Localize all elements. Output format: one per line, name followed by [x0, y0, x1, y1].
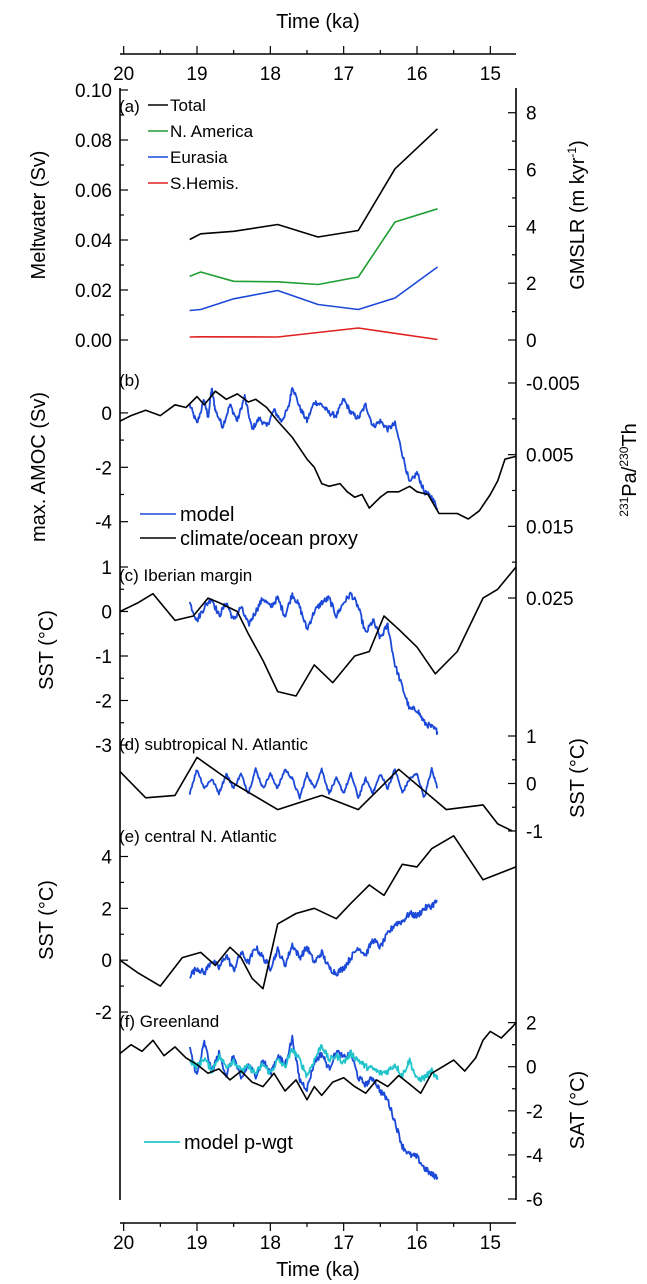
y-tick-label-c: -1	[95, 647, 112, 668]
pa-th-end: Th	[619, 423, 641, 446]
series-e-climate-ocean-proxy	[119, 835, 517, 990]
series-e-model	[189, 899, 438, 979]
y-tick-label-right-b: 0.015	[526, 517, 574, 538]
y-tick-label-right-b: -0.005	[526, 374, 580, 395]
series-a-n-america	[189, 208, 438, 286]
top-time-tick-label: 20	[113, 64, 134, 85]
gmslr-label-suffix: )	[567, 140, 589, 147]
series-c-model	[188, 591, 439, 736]
legend-a-eurasia-label: Eurasia	[170, 148, 228, 167]
top-time-tick-label: 17	[333, 64, 354, 85]
y-tick-label-c: -2	[95, 692, 112, 713]
panel-e-ylabel: SST (°C)	[36, 880, 58, 960]
legend-b-proxy-label: climate/ocean proxy	[180, 528, 358, 550]
panel-b-label: (b)	[119, 371, 140, 390]
y-tick-label-right-d: 1	[526, 727, 537, 748]
legend-f-pwgt-label: model p-wgt	[184, 1132, 293, 1154]
bottom-time-tick-label: 15	[480, 1233, 501, 1254]
panel-f-ylabel-right: SAT (°C)	[567, 1071, 589, 1149]
y-tick-label-c: -3	[95, 736, 112, 757]
panel-f-label: (f) Greenland	[119, 1012, 219, 1031]
y-tick-label-right-a: 0	[526, 331, 537, 352]
top-time-tick-label: 15	[480, 64, 501, 85]
y-tick-label-b: -4	[95, 513, 112, 534]
top-time-tick-label: 16	[406, 64, 427, 85]
bottom-time-tick-label: 20	[113, 1233, 134, 1254]
legend-a-shemis-label: S.Hemis.	[170, 174, 239, 193]
panel-d-ylabel-right: SST (°C)	[567, 738, 589, 818]
y-tick-label-c: 0	[101, 603, 112, 624]
top-time-tick-label: 18	[260, 64, 281, 85]
y-tick-label-e: 4	[101, 848, 112, 869]
legend-b-model-label: model	[180, 504, 234, 526]
legend-a-namerica-label: N. America	[170, 122, 254, 141]
bottom-time-axis-label: Time (ka)	[276, 1259, 360, 1281]
bottom-time-tick-label: 17	[333, 1233, 354, 1254]
series-a-eurasia	[189, 266, 438, 312]
y-tick-label-right-a: 2	[526, 274, 537, 295]
series-a-s-hemis-	[189, 327, 438, 341]
top-time-axis-label: Time (ka)	[276, 11, 360, 33]
y-tick-label-right-a: 6	[526, 161, 537, 182]
y-tick-label-right-d: -1	[526, 822, 543, 843]
y-tick-label-right-f: -6	[526, 1190, 543, 1211]
bottom-time-tick-label: 18	[260, 1233, 281, 1254]
series-d-climate-ocean-proxy	[119, 756, 513, 832]
y-tick-label-b: 0	[101, 404, 112, 425]
legend-a-total-label: Total	[170, 96, 206, 115]
panel-d-label: (d) subtropical N. Atlantic	[119, 735, 308, 754]
y-tick-label-right-f: -4	[526, 1146, 543, 1167]
y-tick-label-right-a: 4	[526, 217, 537, 238]
series-b-climate-ocean-proxy	[119, 390, 517, 520]
y-tick-label-right-f: -2	[526, 1102, 543, 1123]
y-tick-label-a: 0.02	[75, 281, 112, 302]
chart-elements: 2020191918181717161615150.000.020.040.06…	[75, 46, 580, 1254]
series-f-model	[188, 1034, 439, 1180]
panel-c-label: (c) Iberian margin	[119, 566, 252, 585]
y-tick-label-right-d: 0	[526, 775, 537, 796]
y-tick-label-e: 2	[101, 899, 112, 920]
y-tick-label-a: 0.00	[75, 331, 112, 352]
top-time-tick-label: 19	[186, 64, 207, 85]
y-tick-label-c: 1	[101, 558, 112, 579]
y-tick-label-right-f: 2	[526, 1014, 537, 1035]
series-d-model	[188, 767, 439, 800]
bottom-time-tick-label: 19	[186, 1233, 207, 1254]
panel-e-label: (e) central N. Atlantic	[119, 827, 277, 846]
y-tick-label-right-b: 0.025	[526, 589, 574, 610]
series-c-climate-ocean-proxy	[119, 566, 517, 697]
gmslr-label-prefix: GMSLR (m kyr	[567, 157, 589, 290]
y-tick-label-b: -2	[95, 458, 112, 479]
panel-b-ylabel-right: 231Pa/230Th	[617, 423, 641, 516]
y-tick-label-right-b: 0.005	[526, 446, 574, 467]
gmslr-label-sup: -1	[565, 147, 579, 158]
panel-c-ylabel: SST (°C)	[36, 610, 58, 690]
series-a-total	[189, 128, 439, 241]
series-f-model-p-wgt	[189, 1044, 439, 1083]
panel-a-label: (a)	[119, 97, 140, 116]
pa-th-mid: Pa/	[619, 466, 641, 496]
series-f-climate-ocean-proxy	[119, 1022, 517, 1101]
pa-th-sup2: 230	[617, 446, 631, 466]
y-tick-label-a: 0.04	[75, 231, 112, 252]
panel-a-ylabel: Meltwater (Sv)	[28, 151, 50, 280]
y-tick-label-right-f: 0	[526, 1058, 537, 1079]
y-tick-label-right-a: 8	[526, 104, 537, 125]
pa-th-sup1: 231	[617, 496, 631, 516]
y-tick-label-a: 0.08	[75, 131, 112, 152]
bottom-time-tick-label: 16	[406, 1233, 427, 1254]
y-tick-label-e: 0	[101, 951, 112, 972]
panel-a-ylabel-right: GMSLR (m kyr-1)	[565, 140, 589, 290]
y-tick-label-a: 0.10	[75, 81, 112, 102]
y-tick-label-e: -2	[95, 1003, 112, 1024]
panel-b-ylabel: max. AMOC (Sv)	[28, 392, 50, 542]
y-tick-label-a: 0.06	[75, 181, 112, 202]
series-b-model	[188, 387, 439, 511]
